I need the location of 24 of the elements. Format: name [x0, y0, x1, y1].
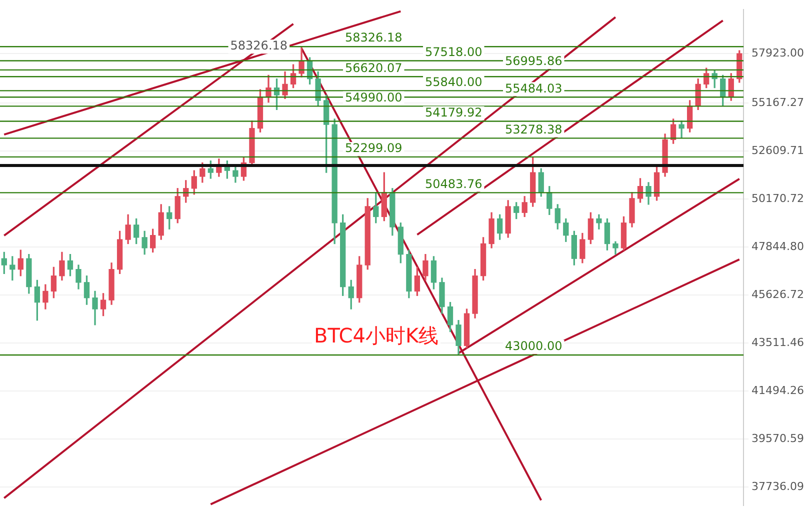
annotation: BTC4小时K线 [314, 324, 439, 348]
annotation: 58326.18 [230, 38, 288, 53]
y-tick-label: 45626.72 [752, 288, 804, 301]
ref-line-label: 53278.38 [505, 122, 562, 136]
y-tick-label: 50170.72 [752, 192, 804, 205]
y-tick-label: 37736.09 [752, 480, 804, 493]
ref-line-label: 54179.92 [425, 105, 482, 120]
ref-line-label: 54990.00 [345, 90, 402, 104]
ref-line-label: 57518.00 [425, 44, 482, 59]
y-tick-label: 57923.00 [752, 46, 804, 60]
ref-line-label: 43000.00 [505, 339, 562, 354]
ref-line-label: 56995.86 [505, 54, 562, 68]
ref-line-label: 50483.76 [425, 176, 482, 191]
ref-line-label: 56620.07 [345, 60, 402, 75]
y-tick-label: 47844.80 [752, 240, 804, 253]
y-tick-label: 39570.59 [752, 432, 804, 445]
y-tick-label: 41494.26 [752, 384, 804, 397]
ref-line-label: 58326.18 [345, 30, 402, 45]
y-tick-label: 43511.46 [752, 336, 804, 349]
ref-line-label: 55840.00 [425, 74, 482, 89]
y-tick-label: 55167.27 [752, 96, 804, 109]
ref-line-label: 55484.03 [505, 81, 562, 96]
ref-line-label: 52299.09 [345, 141, 402, 156]
y-tick-label: 52609.71 [752, 144, 804, 157]
